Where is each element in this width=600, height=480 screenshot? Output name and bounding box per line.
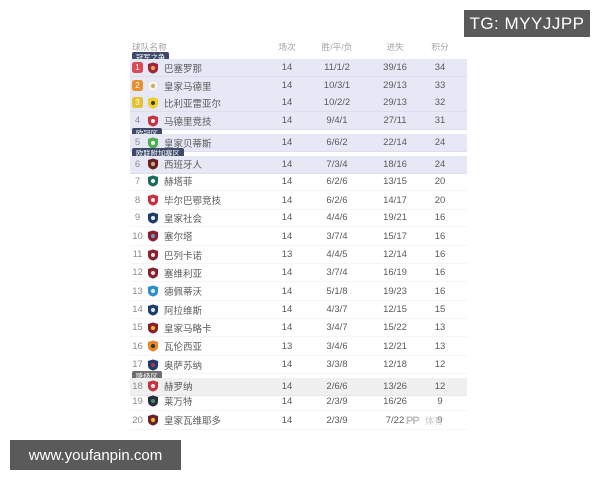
svg-text:PP: PP (406, 415, 419, 426)
svg-text:体育: 体育 (425, 415, 443, 426)
